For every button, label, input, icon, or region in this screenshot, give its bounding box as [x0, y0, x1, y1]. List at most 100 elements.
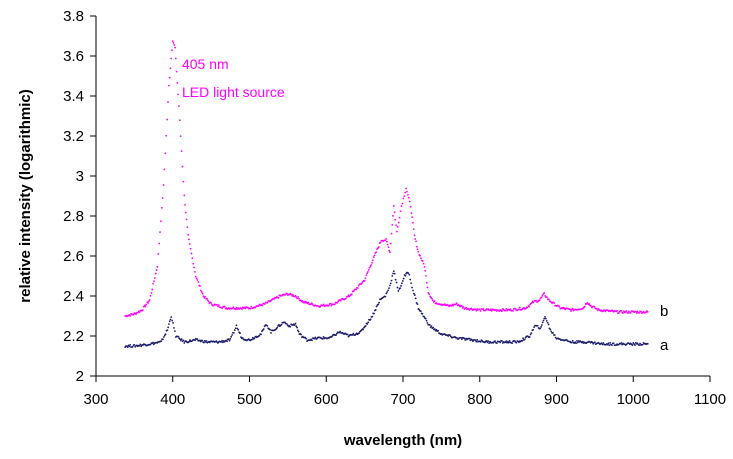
data-point [395, 281, 398, 284]
data-point [162, 184, 165, 186]
data-point [433, 300, 436, 303]
data-point [193, 266, 195, 269]
data-point [541, 294, 544, 297]
data-point [501, 310, 503, 313]
x-tick-label: 400 [160, 391, 185, 408]
data-point [612, 342, 615, 345]
data-point [327, 304, 330, 307]
data-point [168, 76, 171, 79]
data-point [622, 312, 624, 314]
data-point [396, 286, 399, 289]
data-point [410, 282, 413, 285]
data-point [540, 296, 543, 299]
data-point [476, 339, 479, 341]
data-point [460, 305, 463, 308]
data-point [386, 243, 389, 246]
data-point [182, 339, 185, 342]
data-point [364, 277, 367, 280]
data-point [295, 325, 298, 328]
data-point [431, 297, 433, 300]
data-point [495, 308, 497, 311]
data-point [569, 308, 572, 311]
data-point [593, 305, 596, 308]
data-point [311, 339, 313, 342]
data-point [646, 310, 649, 313]
data-point [174, 57, 177, 60]
data-point [179, 339, 182, 342]
data-point [558, 305, 561, 308]
data-point [638, 344, 641, 347]
data-point [411, 286, 413, 289]
data-point [590, 305, 592, 307]
data-point [199, 285, 201, 287]
data-point [364, 325, 367, 327]
data-point [196, 338, 199, 341]
data-point [384, 239, 387, 242]
data-point [409, 205, 412, 208]
data-point [262, 328, 265, 330]
data-point [541, 321, 544, 324]
data-point [355, 288, 357, 291]
data-point [547, 298, 550, 301]
data-point [251, 338, 253, 341]
data-point [544, 317, 547, 320]
data-point [416, 248, 419, 251]
data-point [554, 336, 557, 339]
data-point [384, 295, 387, 298]
data-point [390, 279, 393, 282]
data-point [179, 135, 182, 138]
data-point [403, 195, 406, 198]
y-tick-label: 3.4 [63, 88, 84, 105]
data-point [177, 93, 180, 96]
data-point [202, 295, 205, 298]
data-point [611, 344, 613, 347]
data-point [217, 304, 220, 307]
data-point [413, 294, 416, 296]
data-point [371, 259, 374, 262]
data-point [372, 256, 375, 258]
data-point [181, 165, 184, 168]
data-point [389, 284, 391, 287]
data-point [205, 297, 208, 300]
data-point [148, 298, 151, 301]
data-point [552, 331, 554, 334]
data-point [164, 333, 167, 335]
data-point [550, 330, 553, 333]
data-point [167, 326, 170, 329]
data-point [163, 334, 166, 337]
data-point [549, 328, 552, 331]
data-point [194, 339, 196, 342]
data-point [432, 326, 435, 329]
data-point [286, 292, 288, 295]
data-point [392, 272, 394, 275]
data-point [514, 308, 517, 310]
data-point [207, 300, 210, 303]
data-point [229, 337, 232, 340]
data-point [507, 341, 510, 344]
data-point [499, 341, 502, 344]
data-point [188, 340, 191, 343]
data-point [415, 245, 418, 248]
data-point [149, 294, 152, 297]
y-tick-label: 2.2 [63, 328, 84, 345]
data-point [395, 224, 397, 227]
data-point [171, 319, 174, 322]
data-point [407, 193, 409, 196]
data-point [532, 328, 535, 331]
data-point [254, 306, 257, 309]
data-point [151, 288, 154, 291]
data-point [295, 296, 298, 299]
data-point [321, 338, 324, 340]
data-point [136, 311, 139, 314]
data-point [201, 339, 204, 342]
data-point [400, 284, 402, 287]
data-point [232, 306, 235, 309]
annotation-line-1: 405 nm [182, 56, 229, 72]
data-point [266, 324, 269, 327]
data-point [396, 225, 399, 228]
data-point [606, 309, 609, 311]
data-point [617, 312, 620, 314]
data-point [526, 306, 529, 309]
data-point [416, 303, 419, 306]
data-point [402, 277, 405, 280]
